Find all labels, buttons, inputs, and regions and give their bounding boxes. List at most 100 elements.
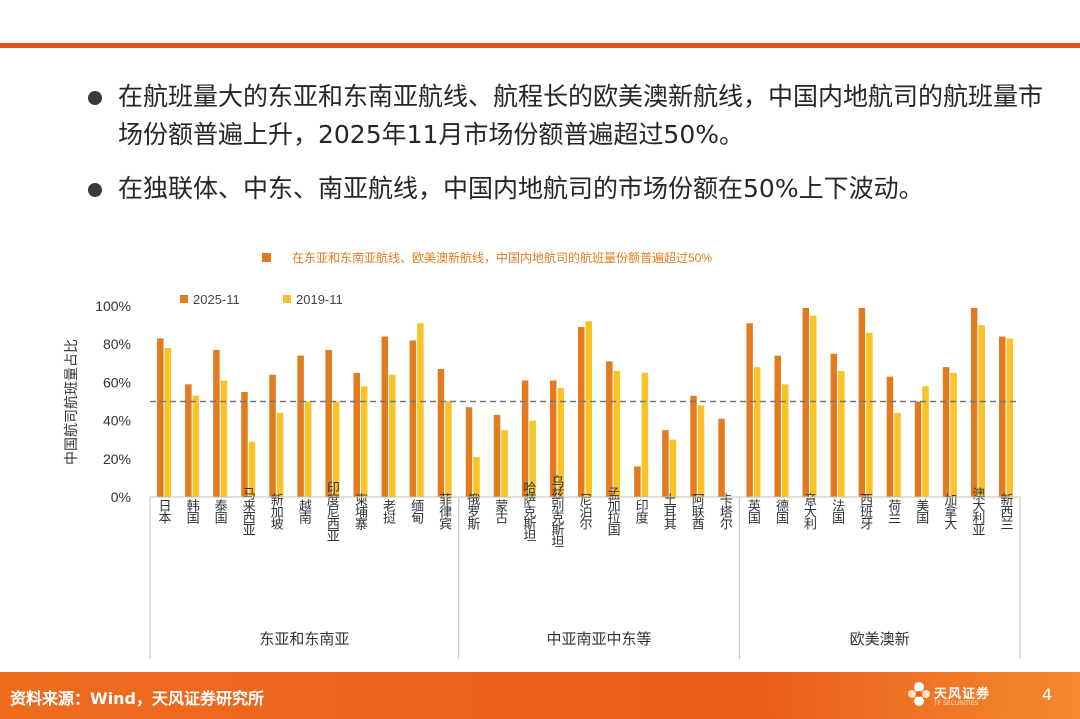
bar-2025 <box>746 323 753 497</box>
bar-2019 <box>1006 338 1013 497</box>
bar-2025 <box>970 307 978 497</box>
x-tick-label: 印度尼西亚 <box>325 481 340 541</box>
footer-bar: 资料来源：Wind，天风证券研究所 天风证券 TF SECURITIES 4 <box>0 672 1080 719</box>
bar-2025 <box>830 353 838 497</box>
y-tick-label: 40% <box>103 413 131 429</box>
top-accent-rule <box>0 43 1080 48</box>
logo-subtitle: TF SECURITIES <box>934 700 979 707</box>
bar-2025 <box>465 407 473 497</box>
y-tick-label: 80% <box>103 336 131 352</box>
bar-2019 <box>445 401 452 497</box>
bar-2025 <box>297 355 304 497</box>
bar-2025 <box>269 374 276 497</box>
x-tick-label: 马来西亚 <box>241 487 256 535</box>
bar-2019 <box>978 325 985 497</box>
x-tick-label: 泰国 <box>213 499 228 524</box>
legend-label: 2025-11 <box>193 292 240 307</box>
bar-2019 <box>389 374 396 497</box>
x-tick-label: 乌兹别克斯坦 <box>549 474 564 547</box>
bar-2025 <box>437 369 445 497</box>
bar-2025 <box>718 418 725 497</box>
x-tick-label: 英国 <box>746 499 761 524</box>
bar-2019 <box>781 384 789 497</box>
x-tick-label: 韩国 <box>185 499 200 524</box>
bar-2025 <box>662 430 669 497</box>
bar-2025 <box>353 372 360 497</box>
bar-2025 <box>409 340 417 497</box>
bullet-text: 在独联体、中东、南亚航线，中国内地航司的市场份额在50%上下波动。 <box>118 174 924 203</box>
bullet-dot-icon <box>88 91 102 105</box>
title-marker <box>262 253 271 262</box>
bar-2025 <box>578 327 585 497</box>
bar-2025 <box>325 349 332 497</box>
bar-2019 <box>838 370 845 497</box>
bar-2025 <box>213 349 220 497</box>
bar-2019 <box>360 386 368 497</box>
bar-2025 <box>606 361 613 497</box>
bar-2019 <box>220 380 228 497</box>
x-tick-label: 法国 <box>830 499 845 524</box>
bar-2025 <box>942 367 950 497</box>
bar-chart: 在东亚和东南亚航线、欧美澳新航线，中国内地航司的航班量份额普遍超过50% 2025… <box>63 250 1021 659</box>
page-number: 4 <box>1042 685 1053 704</box>
x-tick-label: 柬埔寨 <box>353 493 368 530</box>
x-tick-label: 蒙古 <box>493 499 508 524</box>
x-tick-label: 美国 <box>914 499 929 524</box>
x-tick-label: 尼泊尔 <box>578 493 593 530</box>
legend-swatch <box>283 295 291 303</box>
x-tick-label: 澳大利亚 <box>970 486 985 535</box>
bar-2025 <box>381 336 389 497</box>
bar-2019 <box>950 372 957 497</box>
bar-2019 <box>332 401 340 497</box>
group-label: 欧美澳新 <box>850 631 910 648</box>
bar-2025 <box>998 336 1006 497</box>
bar-2025 <box>549 380 557 497</box>
bar-2025 <box>241 391 248 497</box>
bar-2019 <box>613 370 621 497</box>
bullet-item: 在独联体、中东、南亚航线，中国内地航司的市场份额在50%上下波动。 <box>88 170 1048 208</box>
x-tick-label: 荷兰 <box>886 499 901 523</box>
x-tick-label: 越南 <box>297 499 312 524</box>
bar-2019 <box>473 456 480 497</box>
bar-2019 <box>501 430 508 497</box>
bar-2019 <box>922 386 929 497</box>
group-label: 中亚南亚中东等 <box>547 630 652 648</box>
x-tick-label: 日本 <box>157 499 172 524</box>
x-tick-label: 印度 <box>634 499 649 524</box>
x-tick-label: 老挝 <box>381 499 396 524</box>
bullet-text: 在航班量大的东亚和东南亚航线、航程长的欧美澳新航线，中国内地航司的航班量市场份额… <box>118 82 1044 149</box>
x-tick-label: 加拿大 <box>942 493 957 530</box>
bar-2019 <box>753 367 761 497</box>
bar-2025 <box>493 414 501 497</box>
x-tick-label: 土耳其 <box>662 493 677 530</box>
y-tick-label: 60% <box>103 374 131 390</box>
bar-2025 <box>690 395 697 497</box>
bullet-item: 在航班量大的东亚和东南亚航线、航程长的欧美澳新航线，中国内地航司的航班量市场份额… <box>88 78 1048 154</box>
x-tick-label: 哈萨克斯坦 <box>521 481 536 541</box>
bar-2025 <box>185 384 192 497</box>
x-tick-label: 德国 <box>774 499 789 524</box>
bar-2025 <box>914 401 922 497</box>
bar-2025 <box>886 376 894 497</box>
tf-securities-logo: 天风证券 TF SECURITIES <box>906 679 996 713</box>
bullet-dot-icon <box>88 183 102 197</box>
bar-2019 <box>529 420 536 497</box>
group-label: 东亚和东南亚 <box>259 631 349 648</box>
bar-2025 <box>521 380 529 497</box>
legend-swatch <box>180 295 188 303</box>
bar-2025 <box>858 307 866 497</box>
bar-2019 <box>276 412 284 497</box>
y-tick-label: 100% <box>95 298 131 314</box>
bar-2019 <box>697 405 705 497</box>
bar-2019 <box>669 439 677 497</box>
bar-2019 <box>557 388 564 497</box>
bar-2019 <box>304 401 312 497</box>
bar-2025 <box>774 355 781 497</box>
x-tick-label: 阿联酋 <box>690 493 705 530</box>
bar-2025 <box>802 307 810 497</box>
bar-2019 <box>585 321 592 497</box>
bar-2019 <box>810 315 817 497</box>
x-tick-label: 西班牙 <box>858 493 873 530</box>
y-axis-label: 中国航司航班量占比 <box>63 339 79 465</box>
bar-2019 <box>192 395 200 497</box>
